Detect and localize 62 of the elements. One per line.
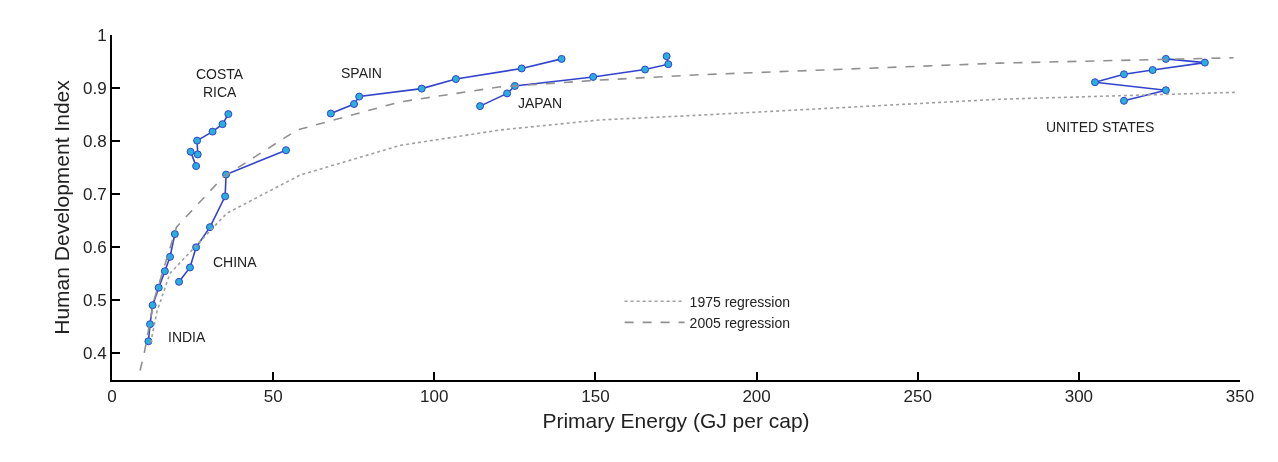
point <box>146 320 155 329</box>
point <box>1090 78 1099 87</box>
x-tick-label: 350 <box>1225 387 1255 407</box>
legend-label: 1975 regression <box>689 293 791 310</box>
point <box>193 136 202 145</box>
point <box>417 84 426 93</box>
point <box>1119 70 1128 79</box>
series-label: UNITED STATES <box>1046 119 1155 135</box>
point <box>185 263 194 272</box>
x-tick-label: 150 <box>581 387 610 407</box>
y-tick-label: 0.5 <box>82 291 107 311</box>
point <box>170 230 179 239</box>
point <box>221 192 230 201</box>
point <box>154 283 163 292</box>
x-tick-label: 250 <box>903 387 932 407</box>
point <box>662 52 671 61</box>
x-tick-label: 50 <box>263 387 283 407</box>
point <box>1119 96 1128 105</box>
y-tick-label: 0.4 <box>82 344 107 364</box>
legend-label: 2005 regression <box>689 314 791 331</box>
point <box>282 146 291 155</box>
line-series <box>139 57 1235 372</box>
series-label: JAPAN <box>518 95 563 111</box>
point <box>451 75 460 84</box>
series-label: SPAIN <box>341 65 382 81</box>
point <box>160 267 169 276</box>
y-tick-label: 0.8 <box>82 132 107 152</box>
point <box>557 54 566 63</box>
point <box>192 162 201 171</box>
series-label: COSTA RICA <box>196 66 244 101</box>
point <box>218 120 227 129</box>
point <box>148 301 157 310</box>
series-label: CHINA <box>213 254 258 270</box>
point <box>166 252 175 261</box>
point <box>1161 86 1170 95</box>
x-tick-label: 200 <box>742 387 771 407</box>
point <box>1200 58 1209 67</box>
point <box>193 150 202 159</box>
point <box>1148 66 1157 75</box>
y-tick-label: 0.6 <box>82 238 107 258</box>
x-axis-title: Primary Energy (GJ per cap) <box>542 409 810 433</box>
y-tick-label: 0.9 <box>82 79 107 99</box>
point <box>350 100 359 108</box>
y-tick-label: 1 <box>97 25 107 45</box>
point <box>326 109 335 118</box>
point <box>517 64 526 73</box>
x-tick-label: 300 <box>1064 387 1094 407</box>
point <box>503 89 512 98</box>
x-tick-label: 0 <box>107 387 117 407</box>
y-tick-label: 0.7 <box>82 185 107 205</box>
point <box>224 110 233 119</box>
point <box>476 102 485 111</box>
point <box>355 92 364 101</box>
point <box>186 147 195 156</box>
point <box>641 65 650 74</box>
point <box>664 60 673 69</box>
point <box>175 277 184 286</box>
series-label: INDIA <box>168 329 206 345</box>
point <box>589 72 598 81</box>
x-tick-label: 100 <box>420 387 449 407</box>
y-axis-title: Human Development Index <box>49 79 73 335</box>
point <box>208 127 217 136</box>
